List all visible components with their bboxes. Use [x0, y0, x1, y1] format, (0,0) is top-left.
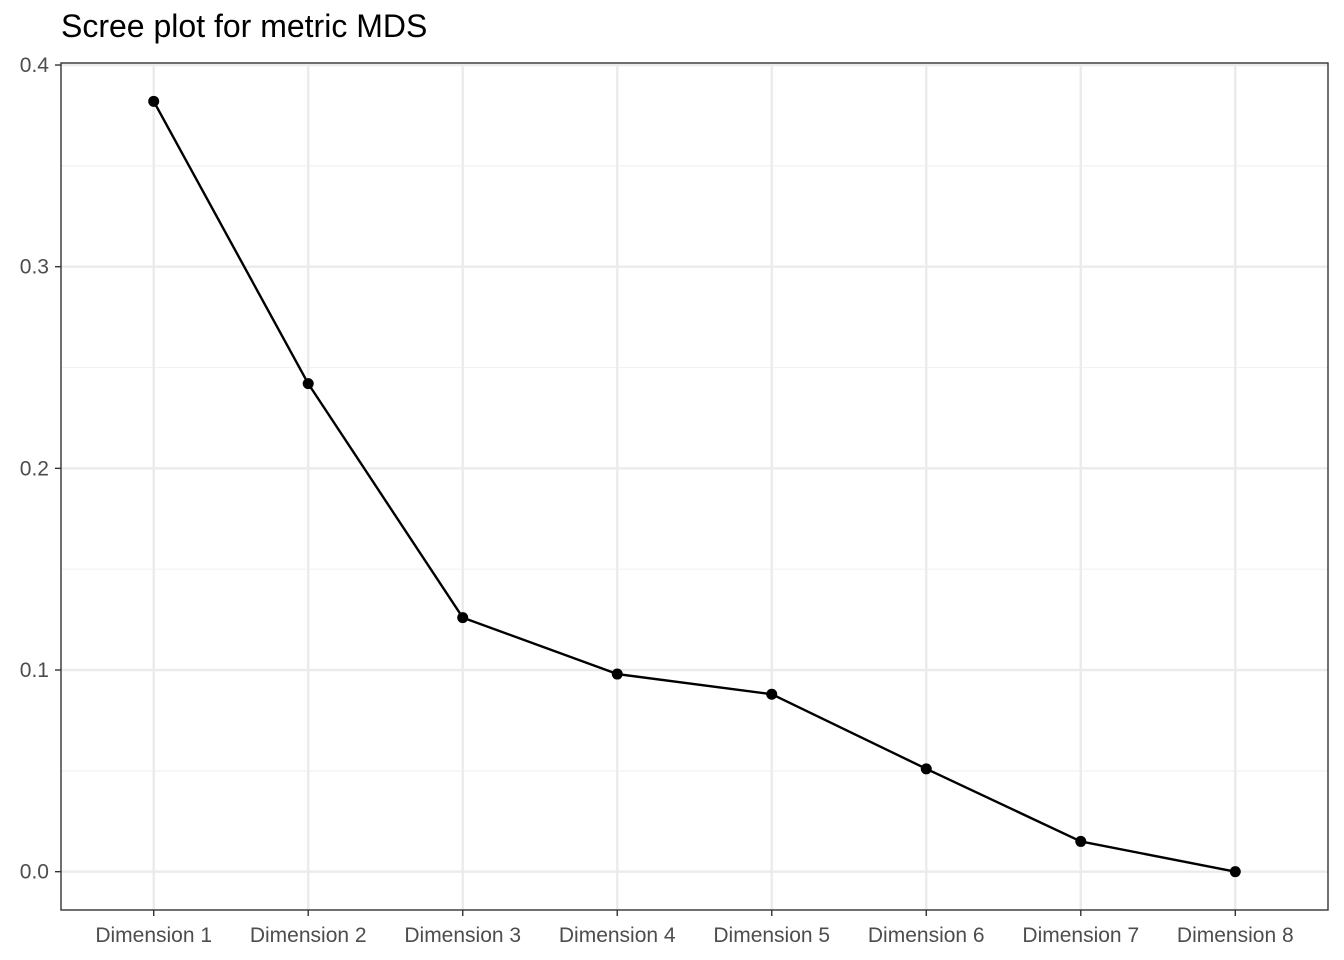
y-tick-label: 0.4 — [20, 54, 50, 77]
major-gridlines — [61, 63, 1328, 910]
y-axis: 0.0 0.1 0.2 0.3 0.4 — [20, 54, 61, 884]
data-point — [766, 688, 778, 700]
minor-gridlines — [61, 165, 1328, 772]
data-point — [1075, 835, 1087, 847]
y-tick-label: 0.1 — [20, 659, 49, 682]
x-tick-label: Dimension 7 — [1022, 924, 1139, 947]
x-tick-label: Dimension 1 — [95, 924, 212, 947]
chart-title: Scree plot for metric MDS — [61, 8, 428, 44]
x-tick-label: Dimension 2 — [250, 924, 367, 947]
x-tick-label: Dimension 6 — [868, 924, 985, 947]
x-tick-label: Dimension 8 — [1177, 924, 1294, 947]
data-point — [611, 668, 623, 680]
plot-panel-border — [60, 62, 1329, 911]
data-point — [920, 763, 932, 775]
x-tick-label: Dimension 5 — [713, 924, 830, 947]
series-layer — [148, 95, 1241, 878]
data-point — [457, 612, 469, 624]
x-tick-label: Dimension 4 — [559, 924, 676, 947]
x-axis: Dimension 1 Dimension 2 Dimension 3 Dimensi… — [95, 910, 1294, 947]
data-point — [148, 95, 160, 107]
plot-panel-background — [61, 63, 1328, 910]
y-tick-label: 0.0 — [20, 861, 49, 884]
x-tick-label: Dimension 3 — [404, 924, 521, 947]
data-point — [302, 378, 314, 390]
y-tick-label: 0.2 — [20, 457, 49, 480]
y-tick-label: 0.3 — [20, 256, 49, 279]
series-line — [152, 100, 1236, 873]
data-point — [1229, 866, 1241, 878]
